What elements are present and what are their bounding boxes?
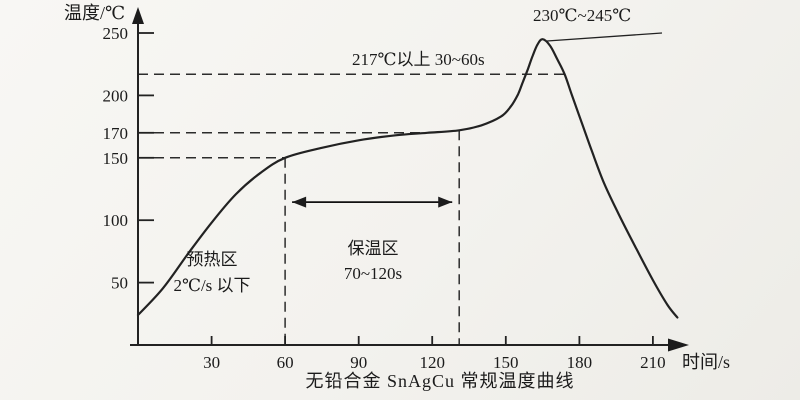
y-tick-label: 250	[103, 24, 129, 43]
x-tick-label: 90	[350, 353, 367, 372]
preheat-zone-name: 预热区	[186, 250, 238, 269]
time-above-217-label: 217℃以上 30~60s	[352, 50, 485, 69]
y-tick-label: 100	[103, 211, 129, 230]
x-tick-label: 120	[419, 353, 445, 372]
soak-span-arrow-layer	[292, 196, 453, 208]
peak-range-label: 230℃~245℃	[533, 6, 632, 25]
preheat-zone-rate: 2℃/s 以下	[173, 276, 251, 295]
x-tick-label: 180	[567, 353, 593, 372]
peak-callout-line	[546, 32, 663, 42]
tick-layer: 250 200 170 150 100 50 30 60 90 120 150 180 210	[103, 24, 666, 372]
x-tick-label: 60	[277, 353, 294, 372]
soak-zone-name: 保温区	[347, 239, 399, 258]
y-tick-label: 170	[103, 124, 129, 143]
y-tick-label: 50	[111, 274, 128, 293]
y-tick-label: 150	[103, 149, 129, 168]
x-tick-label: 150	[493, 353, 519, 372]
x-axis-arrow-icon	[668, 338, 689, 352]
soak-zone-label: 保温区 70~120s	[312, 236, 434, 286]
y-axis-arrow-icon	[132, 7, 144, 24]
y-axis-title: 温度/℃	[64, 3, 126, 23]
soak-span-right-arrow-icon	[438, 196, 453, 208]
reference-lines-layer	[138, 73, 565, 345]
soak-zone-duration: 70~120s	[343, 264, 403, 283]
soak-span-left-arrow-icon	[292, 196, 307, 208]
chart-caption: 无铅合金 SnAgCu 常规温度曲线	[305, 371, 575, 391]
x-tick-label: 30	[203, 353, 220, 372]
x-tick-label: 210	[640, 353, 666, 372]
x-axis-title: 时间/s	[682, 352, 731, 372]
temperature-curve	[136, 38, 679, 319]
y-tick-label: 200	[103, 86, 129, 105]
preheat-zone-label: 预热区 2℃/s 以下	[148, 247, 276, 299]
axes-layer	[130, 7, 689, 352]
